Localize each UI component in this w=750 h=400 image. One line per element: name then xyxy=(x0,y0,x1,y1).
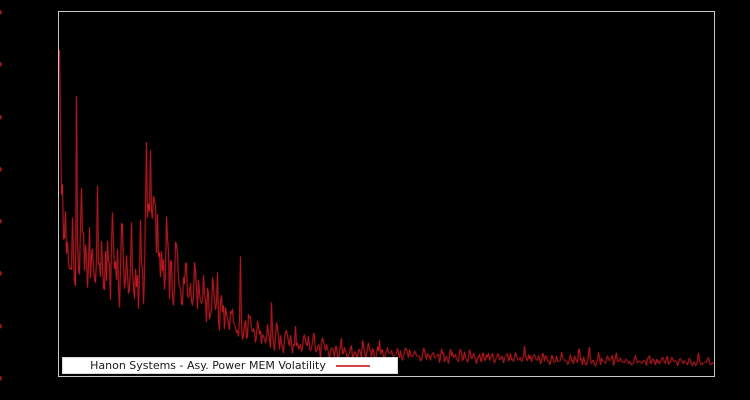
legend-label: Hanon Systems - Asy. Power MEM Volatilit… xyxy=(90,359,326,372)
y-tick-label-0: 0% xyxy=(0,371,2,384)
y-tick-label-100: 100% xyxy=(0,318,2,331)
y-tick-label-700: 700% xyxy=(0,5,2,18)
volatility-series xyxy=(59,12,714,376)
plot-area xyxy=(58,11,715,377)
legend-line-swatch xyxy=(335,364,370,367)
y-tick-label-300: 300% xyxy=(0,214,2,227)
y-tick-label-200: 200% xyxy=(0,266,2,279)
chart-legend: Hanon Systems - Asy. Power MEM Volatilit… xyxy=(62,357,398,374)
y-tick-label-500: 500% xyxy=(0,109,2,122)
y-tick-label-400: 400% xyxy=(0,161,2,174)
y-axis: 700% 600% 500% 400% 300% 200% 100% 0% xyxy=(0,0,58,400)
y-tick-label-600: 600% xyxy=(0,57,2,70)
